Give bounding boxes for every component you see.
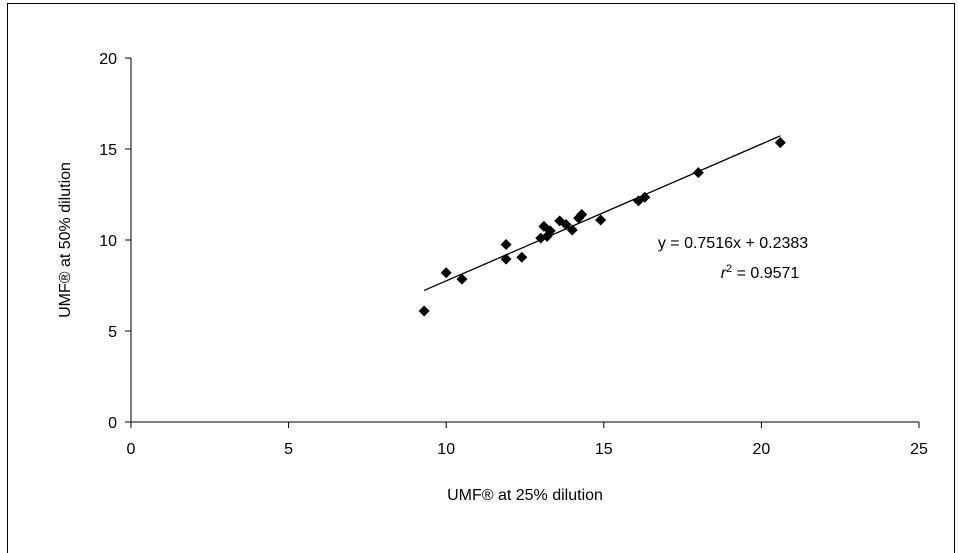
trendline	[423, 135, 781, 292]
x-axis-label: UMF® at 25% dilution	[447, 487, 603, 504]
data-point	[500, 253, 512, 265]
data-point	[418, 305, 430, 317]
data-point	[576, 209, 588, 221]
y-tick-label: 20	[99, 51, 117, 68]
y-tick-label: 15	[99, 142, 117, 159]
r2-superscript: 2	[726, 263, 732, 275]
x-tick-label: 10	[437, 441, 455, 458]
data-point	[566, 224, 578, 236]
data-point	[560, 219, 572, 231]
y-axis-label: UMF® at 50% dilution	[57, 162, 74, 318]
r2-value: = 0.9571	[732, 265, 799, 282]
data-point	[500, 239, 512, 251]
y-tick-label: 5	[108, 324, 117, 341]
data-point	[440, 267, 452, 279]
x-tick-label: 20	[753, 441, 771, 458]
data-point	[595, 214, 607, 226]
trendline-equation: y = 0.7516x + 0.2383	[658, 235, 808, 252]
data-point	[639, 191, 651, 203]
r-squared-label: r2 = 0.9571	[721, 263, 800, 282]
data-point	[516, 251, 528, 263]
data-points	[418, 137, 786, 317]
x-tick-label: 0	[127, 441, 136, 458]
r2-symbol: r	[721, 265, 727, 282]
x-tick-label: 25	[910, 441, 928, 458]
x-axis-ticks: 0 5 10 15 20 25	[127, 422, 928, 458]
chart-frame	[7, 3, 955, 553]
data-point	[774, 137, 786, 149]
y-tick-label: 0	[108, 415, 117, 432]
data-point	[692, 167, 704, 179]
y-axis-ticks: 0 5 10 15 20	[99, 51, 131, 432]
data-point	[544, 225, 556, 237]
data-point	[456, 273, 468, 285]
trendline-group	[423, 135, 781, 292]
y-tick-label: 10	[99, 233, 117, 250]
x-tick-label: 5	[284, 441, 293, 458]
x-tick-label: 15	[595, 441, 613, 458]
